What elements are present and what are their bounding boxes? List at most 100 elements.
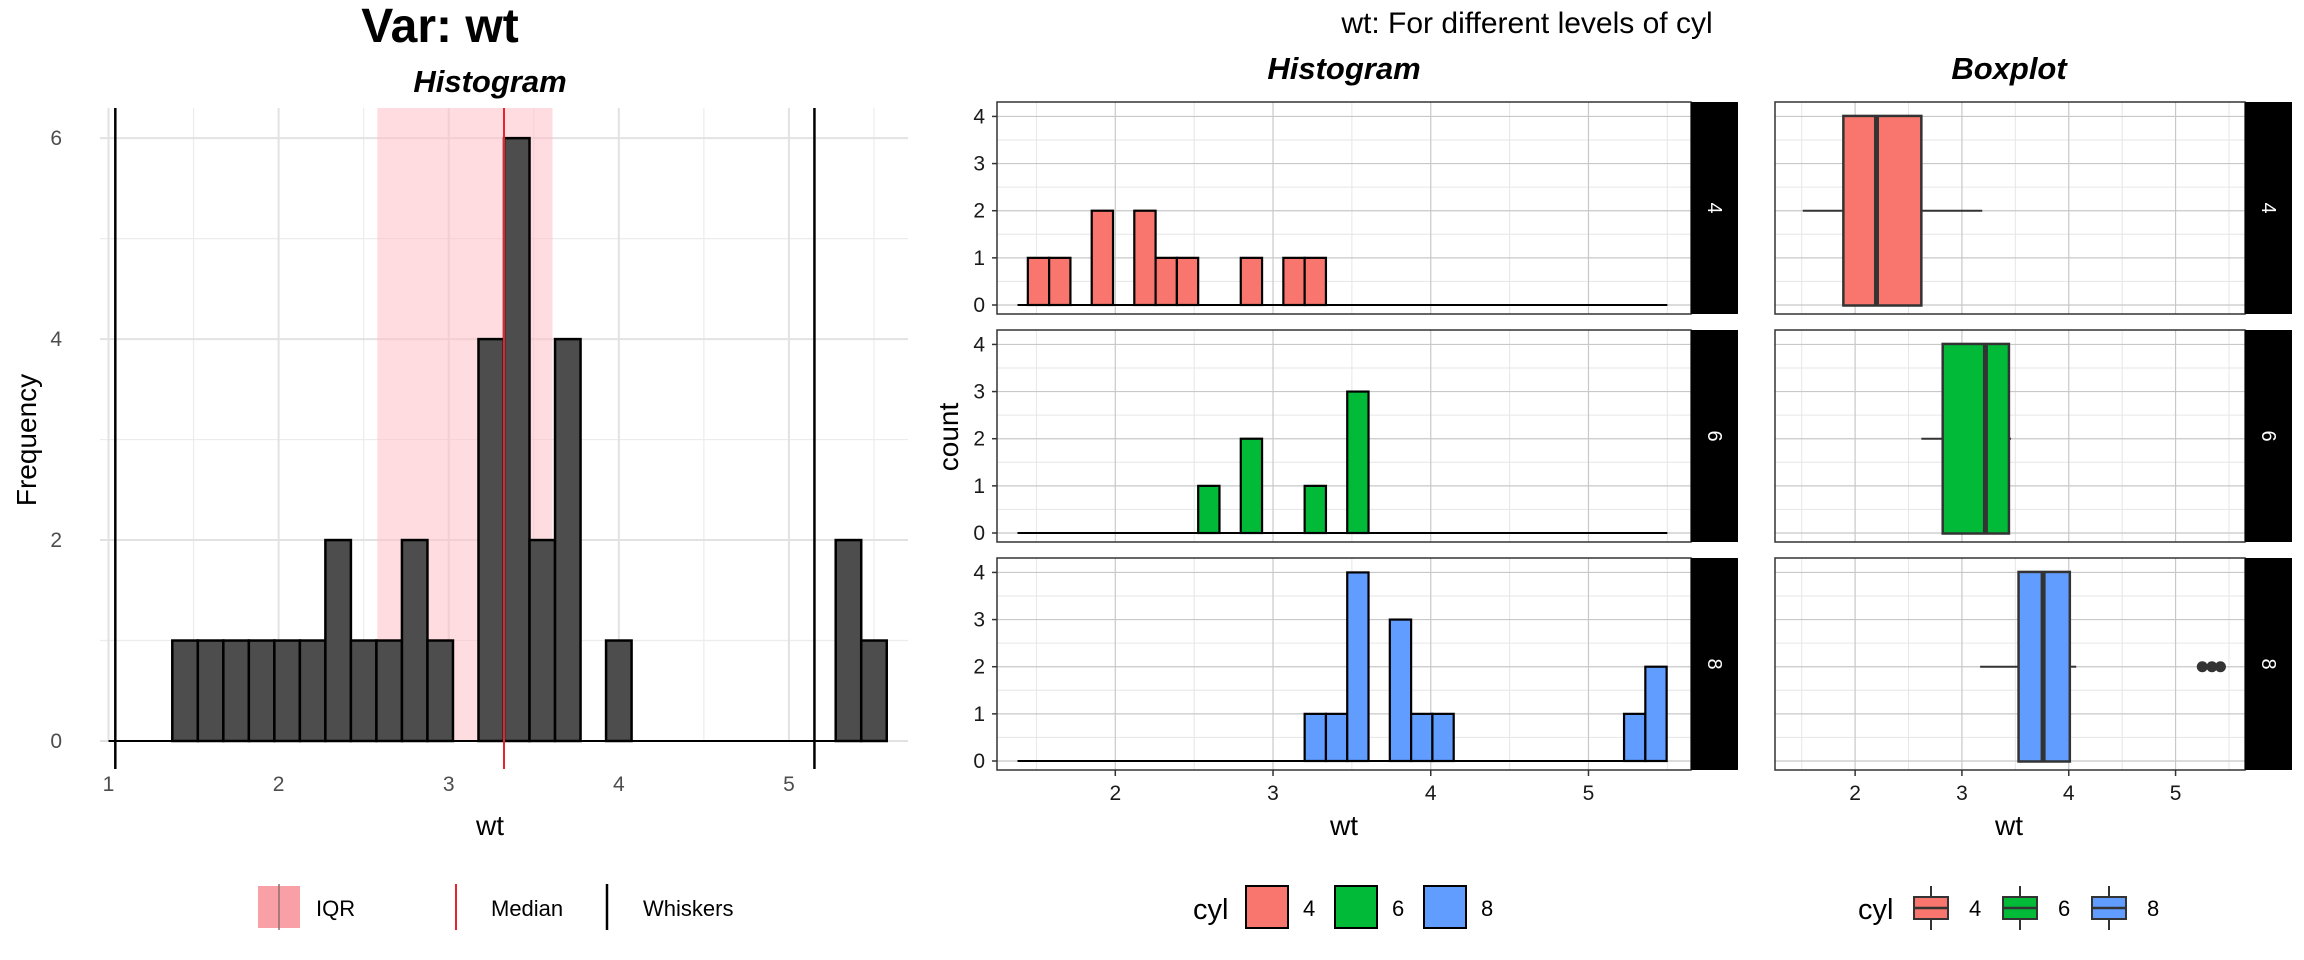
strip-label: 4 <box>2257 202 2279 213</box>
boxplot-legend-title: cyl <box>1858 894 1893 926</box>
strip-label: 4 <box>1703 202 1725 213</box>
right-histogram-x-axis-label: wt <box>1329 810 1358 841</box>
histogram-bar <box>859 639 888 743</box>
histogram-bar <box>1622 712 1647 763</box>
x-tick-label: 4 <box>1425 782 1437 805</box>
histogram-bar <box>1197 484 1221 535</box>
x-tick-label: 1 <box>103 773 115 796</box>
boxplot-cyl-legend: cyl 4 6 8 <box>1858 886 2159 930</box>
facet-strip: 4 <box>1691 102 1738 314</box>
histogram-bar <box>604 639 633 743</box>
x-tick-label: 5 <box>783 773 795 796</box>
legend-boxplot-key-cyl4 <box>1913 886 1949 930</box>
boxplot-box <box>1842 114 1923 307</box>
panel-background <box>997 330 1691 542</box>
histogram-bar <box>1346 571 1370 763</box>
legend-label-box-cyl6: 6 <box>2058 896 2070 921</box>
left-legend: IQR Median Whiskers <box>258 884 733 930</box>
strip-background <box>2245 102 2292 314</box>
right-histogram-x-tick-labels: 2 3 4 5 <box>1109 770 1594 805</box>
histogram-bar <box>400 538 429 743</box>
right-boxplot-subtitle: Boxplot <box>1951 51 2068 86</box>
strip-background <box>1691 558 1738 770</box>
histogram-bar <box>1303 484 1328 535</box>
legend-label-cyl4: 4 <box>1303 896 1315 921</box>
facet-strip: 4 <box>2245 102 2292 314</box>
histogram-bar <box>1644 665 1668 763</box>
right-boxplot-x-axis-label: wt <box>1994 810 2023 841</box>
legend-swatch-cyl6 <box>1334 885 1378 929</box>
right-boxplot-x-tick-labels: 2 3 4 5 <box>1849 770 2181 805</box>
histogram-bar <box>1303 256 1328 307</box>
legend-label-cyl6: 6 <box>1392 896 1404 921</box>
histogram-bar <box>477 337 506 743</box>
histogram-bar <box>298 639 327 743</box>
x-tick-label: 4 <box>613 773 625 796</box>
histogram-bar <box>1410 712 1434 763</box>
histogram-bar <box>553 337 582 743</box>
histogram-bar <box>1175 256 1200 307</box>
boxplot-outlier <box>2206 661 2218 673</box>
right-super-title: wt: For different levels of cyl <box>1340 7 1712 40</box>
left-y-tick-labels: 0 2 4 6 <box>50 127 62 753</box>
right-histogram-subtitle: Histogram <box>1267 51 1420 86</box>
y-tick-label: 0 <box>973 522 985 545</box>
histogram-bar <box>273 639 302 743</box>
x-tick-label: 4 <box>2063 782 2075 805</box>
histogram-bar <box>502 136 531 743</box>
histogram-bar <box>1346 390 1370 535</box>
left-histogram-panel: 1 2 3 4 5 0 2 4 6 wt Frequency <box>11 108 908 841</box>
x-tick-label: 2 <box>1109 782 1121 805</box>
strip-label: 6 <box>2257 430 2279 441</box>
left-histogram-bars <box>108 136 888 743</box>
histogram-bar <box>1431 712 1455 763</box>
strip-background <box>1691 102 1738 314</box>
legend-whiskers-label: Whiskers <box>643 896 733 921</box>
x-tick-label: 3 <box>1956 782 1968 805</box>
x-tick-label: 5 <box>2170 782 2182 805</box>
boxplot-outlier <box>2196 661 2208 673</box>
histogram-panel-cyl-6: 0 1 2 3 4 6 <box>973 329 1738 545</box>
legend-label-cyl8: 8 <box>1481 896 1493 921</box>
y-tick-label: 0 <box>50 730 62 753</box>
x-tick-label: 3 <box>1267 782 1279 805</box>
x-tick-label: 2 <box>273 773 285 796</box>
main-title: Var: wt <box>361 0 518 53</box>
left-x-tick-labels: 1 2 3 4 5 <box>103 773 795 796</box>
boxplot-panel-cyl-6: 6 <box>1774 329 2292 543</box>
histogram-bar <box>349 639 378 743</box>
histogram-bar <box>1026 256 1051 307</box>
facet-strip: 6 <box>2245 330 2292 542</box>
y-tick-label: 2 <box>973 656 985 679</box>
left-x-axis-label: wt <box>475 810 504 841</box>
y-tick-label: 1 <box>973 703 985 726</box>
y-tick-label: 0 <box>973 294 985 317</box>
histogram-bar <box>375 639 404 743</box>
y-tick-label: 4 <box>973 105 985 128</box>
histogram-cyl-legend: cyl 4 6 8 <box>1193 885 1493 929</box>
legend-label-box-cyl8: 8 <box>2147 896 2159 921</box>
strip-background <box>2245 558 2292 770</box>
facet-strip: 6 <box>1691 330 1738 542</box>
histogram-bar <box>1239 256 1264 307</box>
histogram-bar <box>528 538 557 743</box>
histogram-bar <box>1048 256 1072 307</box>
boxplot-panel-cyl-8: 8 <box>1774 557 2292 771</box>
legend-swatch-cyl4 <box>1245 885 1289 929</box>
histogram-panel-cyl-8: 0 1 2 3 4 8 <box>973 557 1738 773</box>
histogram-bar <box>1154 256 1178 307</box>
x-tick-label: 5 <box>1583 782 1595 805</box>
y-tick-label: 4 <box>973 561 985 584</box>
legend-label-box-cyl4: 4 <box>1969 896 1981 921</box>
strip-label: 8 <box>1703 658 1725 669</box>
legend-swatch-cyl8 <box>1423 885 1467 929</box>
y-tick-label: 1 <box>973 475 985 498</box>
y-tick-label: 3 <box>973 609 985 632</box>
histogram-bar <box>834 538 863 743</box>
histogram-bar <box>171 639 200 743</box>
histogram-bar <box>1303 712 1328 763</box>
histogram-bar <box>196 639 225 743</box>
legend-boxplot-key-cyl8 <box>2091 886 2127 930</box>
histogram-bar <box>324 538 353 743</box>
boxplot-panel-cyl-4: 4 <box>1774 101 2292 315</box>
